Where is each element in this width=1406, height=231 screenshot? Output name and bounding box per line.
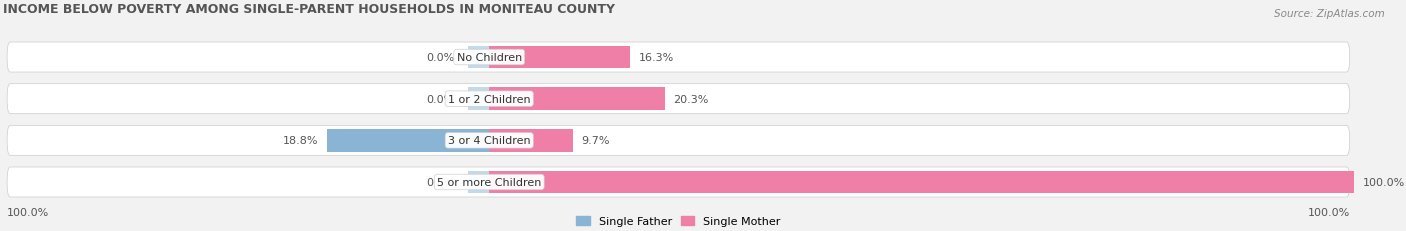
FancyBboxPatch shape: [7, 84, 1350, 114]
Text: 20.3%: 20.3%: [673, 94, 709, 104]
Text: 5 or more Children: 5 or more Children: [437, 177, 541, 187]
FancyBboxPatch shape: [7, 43, 1350, 73]
Bar: [468, 47, 489, 69]
Text: 1 or 2 Children: 1 or 2 Children: [449, 94, 530, 104]
Bar: [468, 88, 489, 110]
Text: 0.0%: 0.0%: [426, 53, 454, 63]
Bar: [489, 130, 574, 152]
Bar: [489, 171, 1354, 193]
Text: Source: ZipAtlas.com: Source: ZipAtlas.com: [1274, 9, 1385, 19]
Text: INCOME BELOW POVERTY AMONG SINGLE-PARENT HOUSEHOLDS IN MONITEAU COUNTY: INCOME BELOW POVERTY AMONG SINGLE-PARENT…: [3, 3, 614, 16]
Text: 3 or 4 Children: 3 or 4 Children: [449, 136, 530, 146]
Bar: [489, 47, 630, 69]
Text: 9.7%: 9.7%: [582, 136, 610, 146]
Text: No Children: No Children: [457, 53, 522, 63]
Text: 100.0%: 100.0%: [1308, 207, 1350, 217]
Legend: Single Father, Single Mother: Single Father, Single Mother: [572, 211, 785, 231]
Text: 18.8%: 18.8%: [283, 136, 318, 146]
Bar: [326, 130, 489, 152]
FancyBboxPatch shape: [7, 126, 1350, 156]
FancyBboxPatch shape: [7, 167, 1350, 197]
Text: 100.0%: 100.0%: [1362, 177, 1405, 187]
Text: 0.0%: 0.0%: [426, 94, 454, 104]
Text: 0.0%: 0.0%: [426, 177, 454, 187]
Text: 16.3%: 16.3%: [638, 53, 673, 63]
Bar: [489, 88, 665, 110]
Bar: [468, 171, 489, 193]
Text: 100.0%: 100.0%: [7, 207, 49, 217]
